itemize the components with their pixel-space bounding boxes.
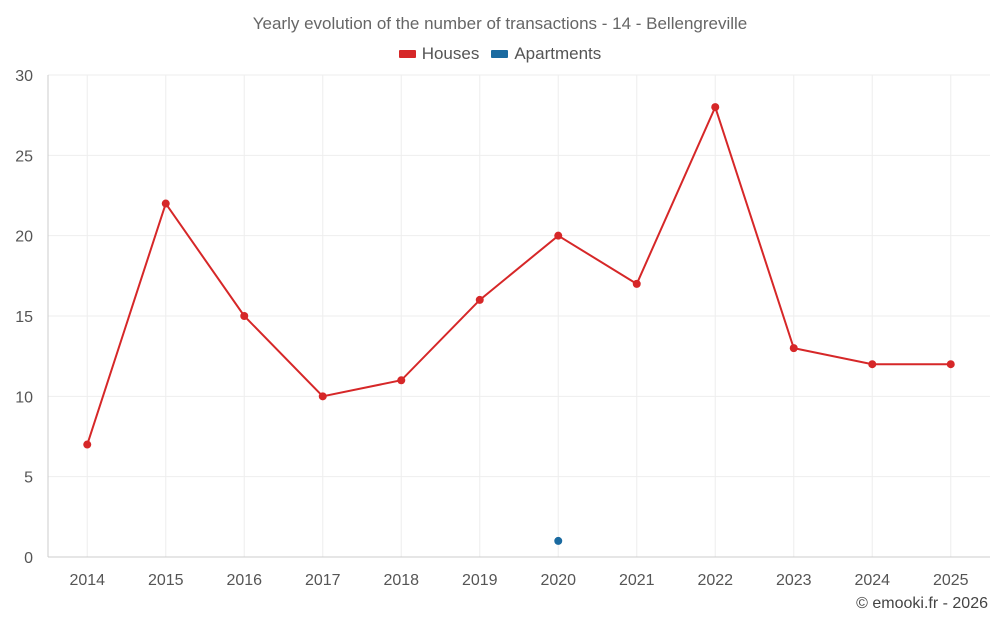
x-tick-label: 2020 bbox=[540, 572, 576, 589]
credit-text: © emooki.fr - 2026 bbox=[856, 595, 988, 612]
x-tick-label: 2019 bbox=[462, 572, 498, 589]
data-point-houses[interactable] bbox=[83, 440, 92, 449]
y-tick-label: 0 bbox=[24, 550, 33, 567]
y-tick-label: 5 bbox=[24, 470, 33, 487]
legend-item-apartments[interactable]: Apartments bbox=[491, 44, 601, 64]
y-tick-label: 10 bbox=[15, 389, 33, 406]
legend-swatch-apartments bbox=[491, 50, 509, 58]
data-point-houses[interactable] bbox=[632, 279, 641, 288]
x-tick-label: 2015 bbox=[148, 572, 184, 589]
data-point-houses[interactable] bbox=[946, 360, 955, 369]
data-point-houses[interactable] bbox=[318, 392, 327, 401]
data-point-apartments[interactable] bbox=[554, 536, 563, 545]
y-tick-label: 20 bbox=[15, 229, 33, 246]
chart-title: Yearly evolution of the number of transa… bbox=[252, 14, 748, 33]
x-tick-label: 2014 bbox=[69, 572, 105, 589]
y-tick-label: 30 bbox=[15, 68, 33, 85]
x-tick-label: 2023 bbox=[776, 572, 812, 589]
data-point-houses[interactable] bbox=[868, 360, 877, 369]
data-point-houses[interactable] bbox=[789, 344, 798, 353]
data-point-houses[interactable] bbox=[240, 312, 249, 320]
y-tick-label: 25 bbox=[15, 148, 33, 165]
legend-swatch-houses bbox=[398, 50, 416, 58]
y-tick-label: 15 bbox=[15, 309, 33, 326]
x-tick-label: 2018 bbox=[383, 572, 419, 589]
data-point-houses[interactable] bbox=[554, 231, 563, 240]
data-point-houses[interactable] bbox=[475, 295, 484, 304]
x-tick-label: 2017 bbox=[305, 572, 341, 589]
x-tick-label: 2021 bbox=[619, 572, 655, 589]
data-point-houses[interactable] bbox=[397, 376, 406, 385]
data-point-houses[interactable] bbox=[711, 103, 720, 112]
legend-label-houses: Houses bbox=[421, 44, 480, 63]
x-tick-label: 2016 bbox=[226, 572, 262, 589]
x-tick-label: 2025 bbox=[933, 572, 969, 589]
legend-item-houses[interactable]: Houses bbox=[398, 44, 480, 64]
data-point-houses[interactable] bbox=[161, 199, 170, 208]
x-tick-label: 2024 bbox=[854, 572, 890, 589]
legend-label-apartments: Apartments bbox=[514, 44, 602, 63]
x-tick-label: 2022 bbox=[697, 572, 733, 589]
legend: Houses Apartments bbox=[0, 44, 1000, 64]
series-line-houses bbox=[86, 104, 951, 445]
